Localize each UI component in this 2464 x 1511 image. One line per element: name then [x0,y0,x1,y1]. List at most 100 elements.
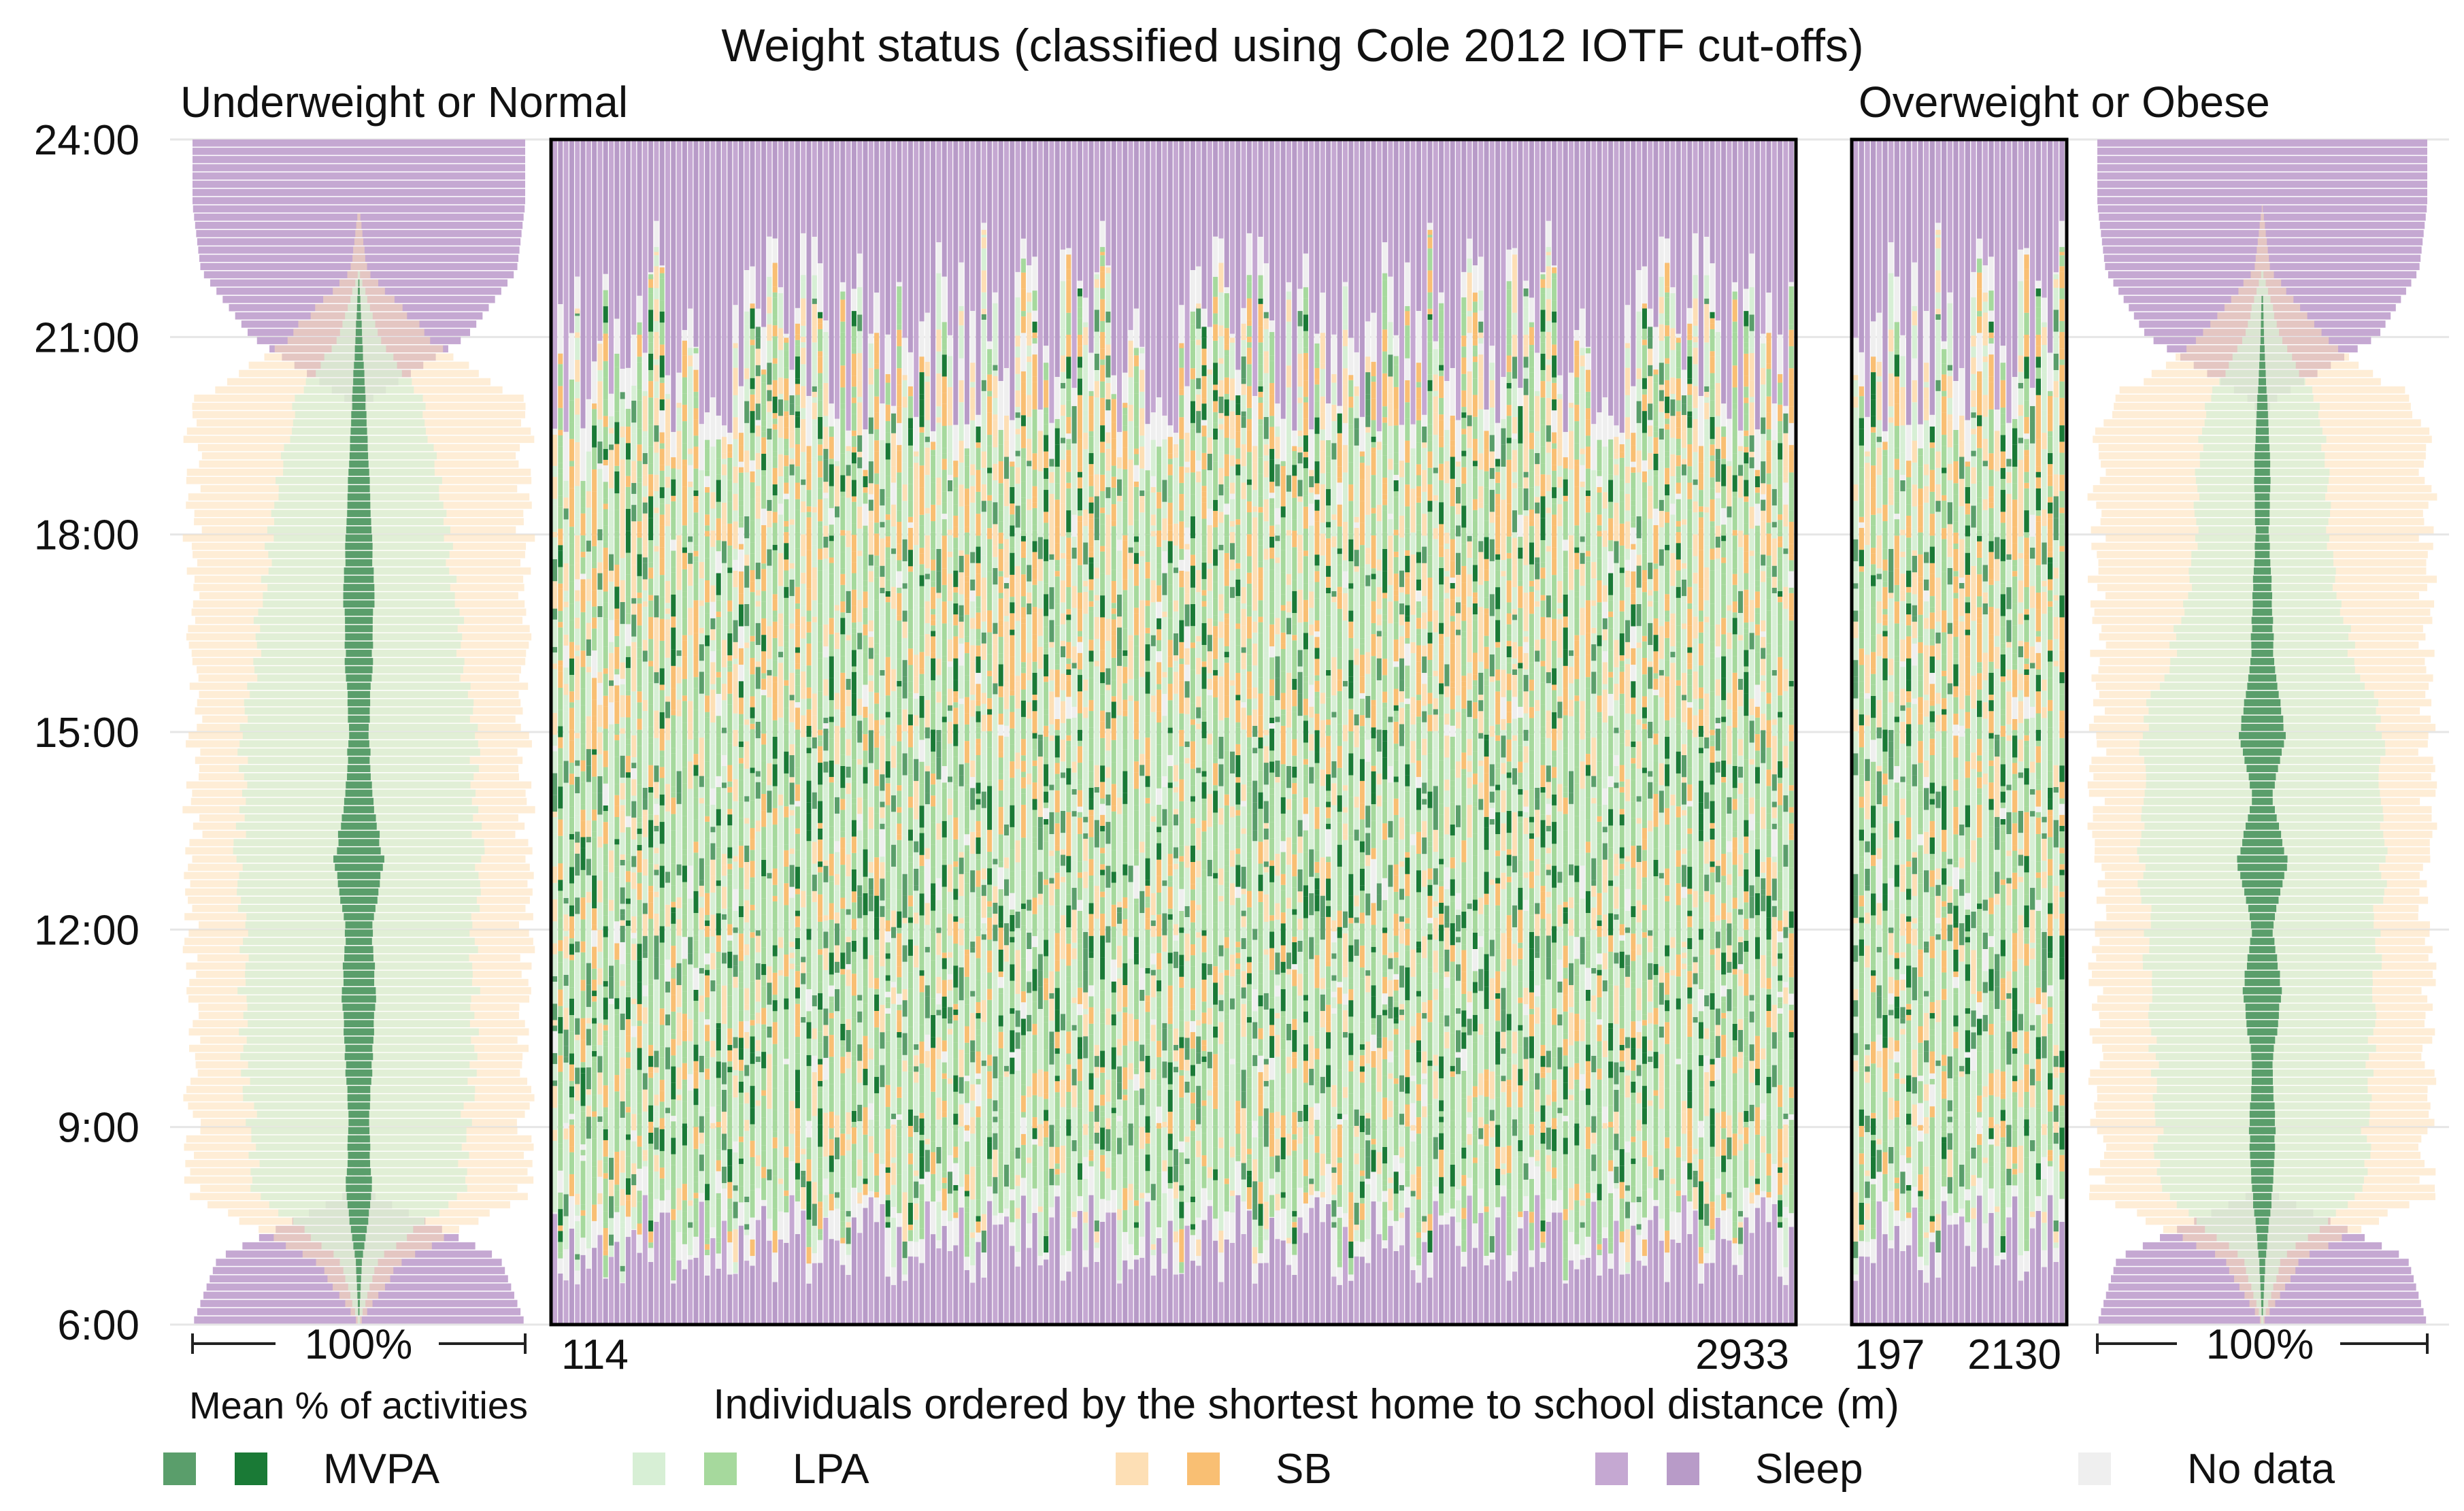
sb-seg [637,1026,642,1048]
lpa-seg [705,1238,710,1244]
lpa-seg [558,808,563,820]
individual-column-underweight-normal [665,139,671,1325]
lpa-seg [744,823,750,846]
mvpa-seg [722,914,727,920]
sb-seg [722,684,727,701]
lpa-seg [625,854,631,861]
lpa-seg [829,486,834,508]
lpa-seg [575,1172,580,1194]
mvpa-seg [716,809,721,826]
lpa-seg [857,556,863,573]
lpa-seg [637,362,642,379]
sb-seg [727,924,733,935]
lpa-seg [755,853,761,870]
sb-seg [812,616,817,622]
mean-bar-mvpa-overweight-obese [2254,518,2270,526]
sb-seg [851,447,856,453]
sb-seg [835,874,840,885]
individual-column-underweight-normal [868,139,873,1325]
sb-seg [772,676,778,682]
lpa-seg [795,685,800,703]
mean-bar-mvpa-underweight-normal [347,748,371,756]
sb-seg [642,640,648,651]
sb-seg [552,477,558,499]
sb-seg [631,817,637,840]
lpa-seg [603,986,608,998]
sb-seg [558,1055,563,1072]
lpa-seg [609,1229,614,1235]
lpa-seg [597,908,603,930]
lpa-seg [755,798,761,804]
mvpa-seg [659,487,665,499]
mvpa-seg [659,1129,665,1151]
sleep-block [659,1212,665,1325]
lpa-seg [659,1178,665,1184]
sb-seg [580,760,586,771]
sb-seg [620,514,625,525]
lpa-seg [716,595,721,601]
lpa-seg [851,666,856,672]
lpa-seg [744,669,750,693]
lpa-seg [750,433,755,444]
lpa-seg [840,754,846,766]
lpa-seg [637,428,642,445]
lpa-seg [767,697,772,714]
sb-seg [840,848,846,865]
lpa-seg [885,827,890,850]
lpa-seg [738,867,744,890]
lpa-seg [620,1206,625,1223]
lpa-seg [874,950,880,957]
lpa-seg [829,1062,834,1084]
lpa-seg [654,754,659,766]
mean-bar-mvpa-overweight-obese [2251,1086,2274,1093]
sb-seg [823,679,829,696]
sb-seg [784,806,789,818]
no-data-seg [885,991,890,997]
lpa-seg [609,1245,614,1251]
mvpa-seg [620,601,625,625]
lpa-seg [857,676,863,682]
lpa-seg [750,592,755,614]
sb-seg [620,580,625,602]
sb-seg [676,1012,682,1024]
lpa-seg [642,612,648,629]
sb-seg [710,689,716,712]
mvpa-seg [580,1095,586,1106]
lpa-seg [710,684,716,690]
lpa-seg [818,384,823,390]
sb-seg [705,926,710,937]
mvpa-seg [614,839,620,845]
lpa-seg [614,635,620,647]
mvpa-seg [761,454,767,471]
lpa-seg [795,565,800,587]
lpa-seg [654,573,659,591]
mvpa-seg [722,727,727,733]
sleep-block [761,139,767,327]
lpa-seg [569,763,574,774]
mean-bar-mvpa-underweight-normal [348,1209,369,1217]
lpa-seg [727,693,733,705]
lpa-seg [880,527,885,539]
lpa-seg [682,816,687,827]
mvpa-seg [659,668,665,685]
mean-bar-mvpa-overweight-obese [2251,1168,2274,1176]
lpa-seg [637,1020,642,1027]
no-data-seg [857,814,863,831]
lpa-seg [558,567,563,584]
group-label-overweight-obese: Overweight or Obese [1859,78,2270,127]
lpa-seg [784,1125,789,1147]
lpa-seg [625,903,631,910]
mvpa-seg [772,544,778,550]
mvpa-seg [642,650,648,662]
lpa-seg [863,838,868,850]
lpa-seg [846,1079,851,1101]
mvpa-seg [846,678,851,690]
mean-bar-mvpa-overweight-obese [2250,806,2275,814]
mvpa-seg [835,506,840,518]
lpa-seg [812,353,817,359]
mean-bar-mvpa-underweight-normal [356,1275,361,1283]
lpa-seg [597,847,603,859]
sleep-block [648,139,654,273]
mean-bar-mvpa-underweight-normal [347,699,371,707]
sb-seg [671,616,676,628]
